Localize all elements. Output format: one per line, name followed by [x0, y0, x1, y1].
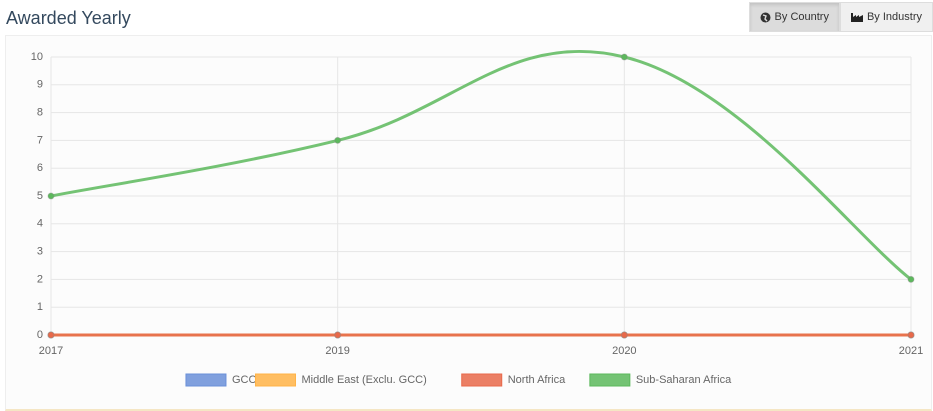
- y-tick-label: 10: [31, 51, 43, 63]
- data-point: [907, 275, 915, 283]
- chart: 0 1 2 3 4 5 6 7 8 9 10 2017 2019 2020 2021 GCC Middle Ea…: [31, 49, 923, 387]
- data-point: [620, 331, 628, 339]
- globe-icon: [760, 12, 771, 22]
- legend-label: North Africa: [508, 374, 566, 386]
- data-point: [620, 53, 628, 61]
- data-point: [907, 331, 915, 339]
- legend-swatch: [589, 373, 631, 387]
- industry-icon: [850, 13, 863, 22]
- y-tick-label: 5: [37, 190, 43, 202]
- y-tick-label: 7: [37, 134, 43, 146]
- y-tick-label: 2: [37, 273, 43, 285]
- series-line: [50, 49, 912, 281]
- y-tick-label: 3: [37, 246, 43, 258]
- by-industry-button[interactable]: By Industry: [839, 2, 933, 32]
- y-tick-label: 4: [37, 218, 43, 230]
- legend-label: Sub-Saharan Africa: [636, 374, 732, 386]
- x-tick-label: 2021: [899, 345, 923, 357]
- button-label: By Industry: [866, 11, 922, 23]
- data-point: [334, 136, 342, 144]
- data-point: [47, 331, 55, 339]
- chart-title: Awarded Yearly: [6, 8, 131, 28]
- legend-label: Middle East (Exclu. GCC): [301, 374, 426, 386]
- x-tick-label: 2020: [612, 345, 636, 357]
- button-label: By Country: [774, 11, 829, 23]
- data-point: [47, 192, 55, 200]
- legend-label: GCC: [232, 374, 257, 386]
- y-tick-label: 9: [37, 79, 43, 91]
- chart-panel: 0 1 2 3 4 5 6 7 8 9 10 2017 2019 2020 2021 GCC Middle Ea…: [5, 35, 932, 411]
- x-tick-label: 2019: [325, 345, 349, 357]
- toolbar: By Country By Industry: [748, 2, 933, 32]
- legend-swatch: [185, 373, 227, 387]
- legend-swatch: [461, 373, 503, 387]
- by-country-button[interactable]: By Country: [748, 2, 840, 32]
- y-tick-label: 1: [37, 301, 43, 313]
- y-tick-label: 6: [37, 162, 43, 174]
- legend-swatch: [254, 373, 296, 387]
- y-tick-label: 8: [37, 107, 43, 119]
- y-tick-label: 0: [37, 329, 43, 341]
- x-tick-label: 2017: [39, 345, 63, 357]
- legend: GCC Middle East (Exclu. GCC) North Africa S…: [185, 373, 732, 387]
- data-point: [334, 331, 342, 339]
